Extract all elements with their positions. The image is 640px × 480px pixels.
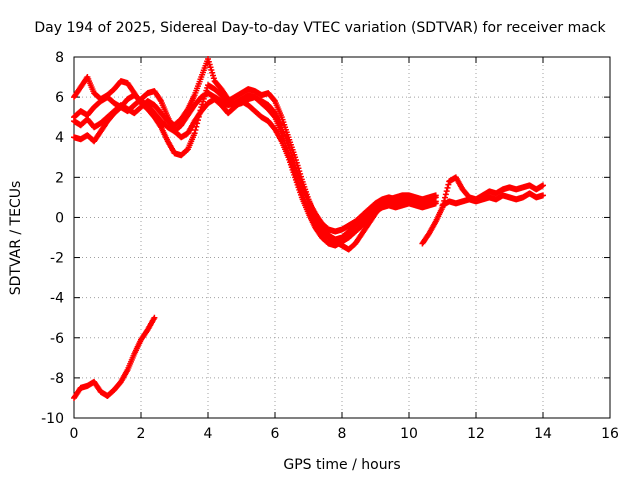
data-point-marker	[443, 188, 450, 195]
axis-ticks: 0 2 4 6 8 10 12 14 16 -10 -8 -6 -4 -2 0 2 4 6 8	[41, 50, 619, 442]
x-tick-label: 14	[534, 426, 552, 442]
x-tick-label: 2	[137, 426, 146, 442]
data-point-marker	[297, 173, 304, 180]
y-tick-label: 2	[55, 170, 64, 186]
data-point-marker	[209, 69, 216, 76]
data-point-marker	[203, 87, 210, 94]
data-point-marker	[196, 110, 203, 117]
data-point-marker	[271, 97, 278, 104]
data-point-marker	[191, 130, 198, 137]
series-pass-7	[439, 190, 546, 209]
data-point-marker	[202, 90, 209, 97]
data-point-marker	[193, 123, 200, 130]
data-point-marker	[198, 104, 205, 111]
y-tick-label: 6	[55, 90, 64, 106]
data-point-marker	[192, 126, 199, 133]
x-tick-label: 12	[467, 426, 485, 442]
data-point-marker	[205, 56, 211, 63]
x-tick-label: 0	[70, 426, 79, 442]
x-tick-label: 8	[338, 426, 347, 442]
series-pass-4	[71, 56, 439, 253]
data-point-marker	[201, 93, 208, 100]
series-pass-2	[71, 88, 439, 249]
chart-title: Day 194 of 2025, Sidereal Day-to-day VTE…	[34, 20, 606, 36]
y-tick-label: 0	[55, 210, 64, 226]
data-point-marker	[271, 113, 278, 120]
x-tick-label: 4	[204, 426, 213, 442]
data-point-marker	[194, 120, 201, 127]
data-point-marker	[205, 58, 212, 65]
y-tick-label: -10	[41, 411, 64, 427]
data-point-marker	[540, 192, 546, 199]
data-point-marker	[293, 159, 300, 166]
data-point-marker	[442, 191, 449, 198]
y-tick-label: -2	[50, 251, 64, 267]
y-tick-label: 8	[55, 50, 64, 66]
data-point-marker	[210, 75, 217, 82]
data-point-marker	[444, 184, 451, 191]
data-point-marker	[292, 154, 299, 161]
series-pass-6	[419, 174, 546, 247]
data-point-marker	[292, 157, 299, 164]
data-point-marker	[200, 95, 207, 102]
data-point-marker	[194, 117, 201, 124]
data-point-marker	[206, 61, 213, 68]
data-point-marker	[151, 314, 158, 321]
data-point-marker	[195, 113, 202, 120]
data-point-marker	[208, 67, 215, 74]
y-tick-label: -4	[50, 291, 64, 307]
y-tick-label: -6	[50, 331, 64, 347]
data-point-marker	[445, 181, 452, 188]
data-point-marker	[199, 101, 206, 108]
data-point-marker	[295, 165, 302, 172]
x-tick-label: 16	[601, 426, 619, 442]
data-point-marker	[210, 72, 217, 79]
grid-lines	[74, 57, 610, 418]
data-point-marker	[540, 182, 546, 189]
data-point-marker	[197, 107, 204, 114]
data-point-marker	[199, 98, 206, 105]
x-axis-label: GPS time / hours	[283, 457, 401, 473]
data-point-marker	[207, 64, 214, 71]
x-tick-label: 6	[271, 426, 280, 442]
data-point-marker	[432, 192, 439, 199]
y-tick-label: -8	[50, 371, 64, 387]
data-point-marker	[296, 168, 303, 175]
data-point-marker	[297, 170, 304, 177]
data-point-marker	[442, 194, 449, 201]
y-axis-label: SDTVAR / TECUs	[8, 180, 24, 296]
x-tick-label: 10	[400, 426, 418, 442]
data-points	[71, 56, 546, 401]
series-pass-5	[71, 314, 158, 401]
data-point-marker	[432, 198, 439, 205]
y-tick-label: 4	[55, 130, 64, 146]
data-point-marker	[294, 162, 301, 169]
